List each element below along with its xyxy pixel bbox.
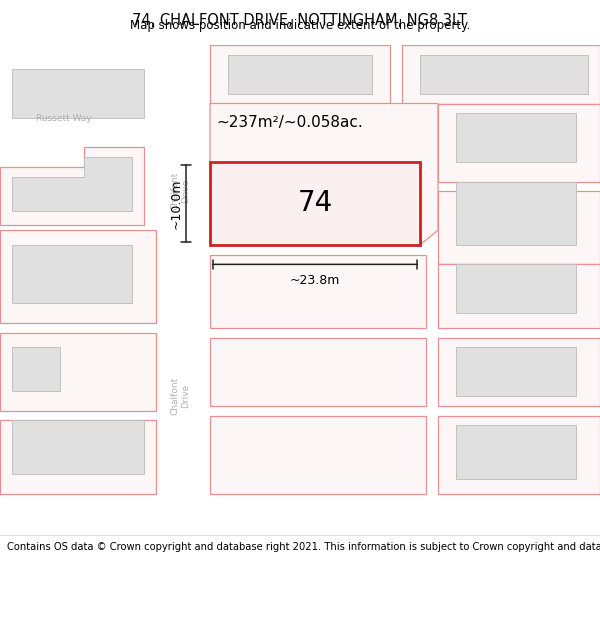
Bar: [0, 104, 180, 138]
Bar: [438, 338, 600, 406]
Bar: [12, 69, 144, 118]
Text: 74: 74: [298, 189, 332, 218]
Text: Chalfont
Drive: Chalfont Drive: [170, 172, 190, 211]
Bar: [0, 230, 156, 323]
Bar: [210, 254, 426, 328]
Polygon shape: [12, 157, 132, 211]
Bar: [456, 348, 576, 396]
Polygon shape: [0, 148, 144, 226]
Text: ~23.8m: ~23.8m: [290, 274, 340, 287]
Bar: [420, 55, 588, 94]
Polygon shape: [210, 104, 438, 245]
Bar: [456, 425, 576, 479]
Bar: [456, 264, 576, 313]
Text: Contains OS data © Crown copyright and database right 2021. This information is : Contains OS data © Crown copyright and d…: [7, 542, 600, 552]
Text: ~237m²/~0.058ac.: ~237m²/~0.058ac.: [216, 116, 363, 131]
Bar: [402, 45, 600, 104]
Bar: [12, 245, 132, 303]
Bar: [0, 332, 156, 411]
Text: Chalfont
Drive: Chalfont Drive: [170, 377, 190, 415]
Bar: [12, 421, 144, 474]
Bar: [210, 416, 426, 494]
Text: 74, CHALFONT DRIVE, NOTTINGHAM, NG8 3LT: 74, CHALFONT DRIVE, NOTTINGHAM, NG8 3LT: [133, 12, 467, 28]
Bar: [0, 421, 156, 494]
Text: Map shows position and indicative extent of the property.: Map shows position and indicative extent…: [130, 19, 470, 32]
Bar: [210, 162, 420, 245]
Text: ~10.0m: ~10.0m: [170, 178, 183, 229]
Text: Russett Way: Russett Way: [36, 114, 92, 122]
Bar: [438, 191, 600, 264]
Bar: [228, 55, 372, 94]
Bar: [12, 348, 60, 391]
Bar: [438, 104, 600, 181]
Bar: [210, 338, 426, 406]
Bar: [456, 113, 576, 162]
Bar: [156, 45, 210, 532]
Bar: [438, 264, 600, 328]
Bar: [210, 45, 390, 104]
Bar: [438, 416, 600, 494]
Bar: [456, 181, 576, 245]
